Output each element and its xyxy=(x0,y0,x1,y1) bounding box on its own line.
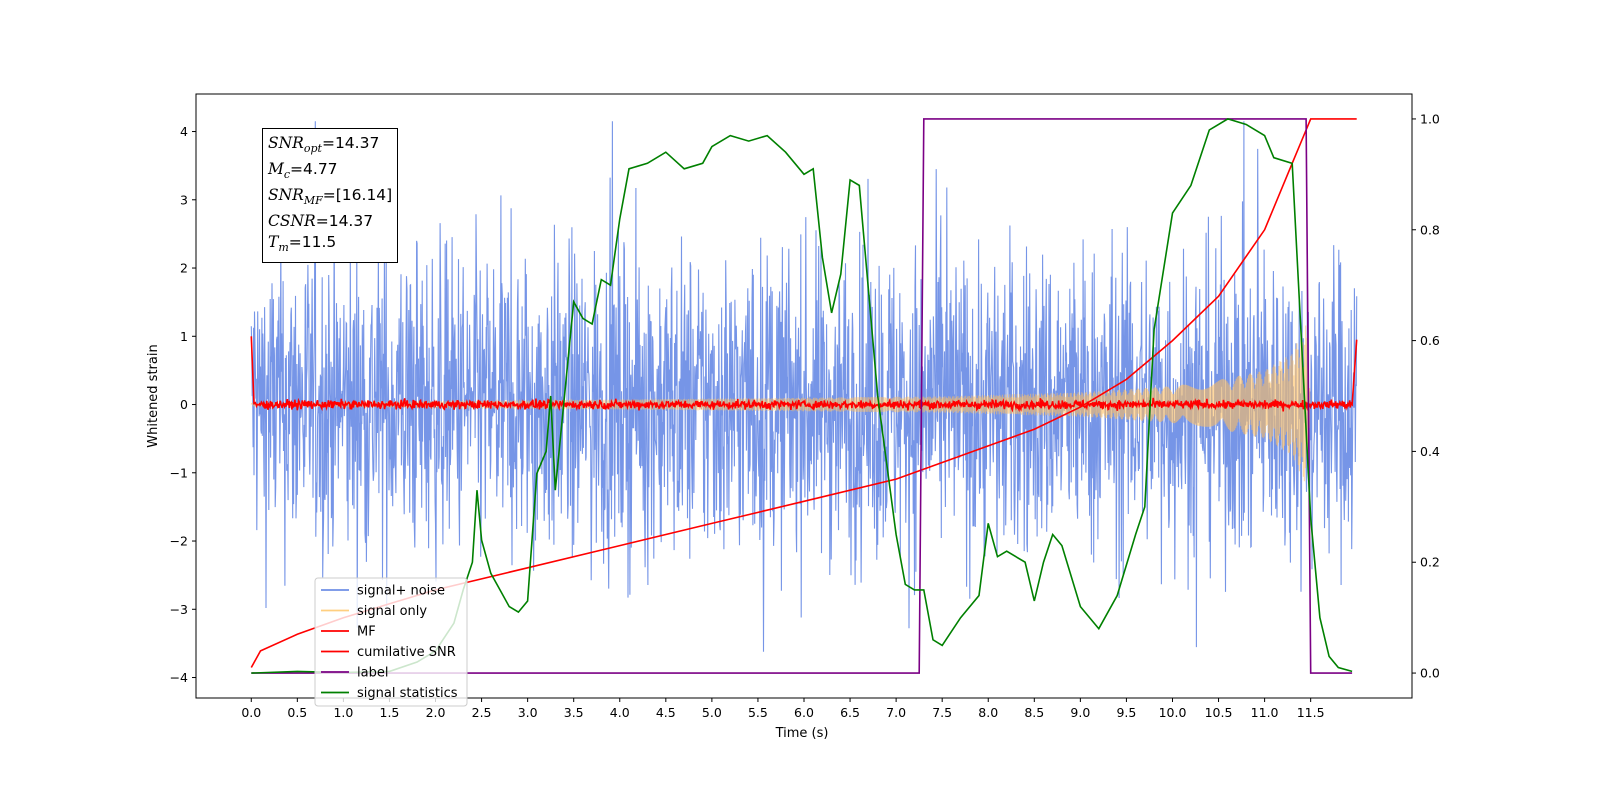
x-tick-label: 6.5 xyxy=(840,705,860,720)
x-tick-label: 5.0 xyxy=(702,705,722,720)
y2-tick-label: 0.0 xyxy=(1420,666,1440,681)
x-tick-label: 8.5 xyxy=(1024,705,1044,720)
snr-mf-line: SNRMF=[16.14] xyxy=(268,186,393,208)
stats-annotation-box: SNRopt=14.37 Mc=4.77 SNRMF=[16.14] CSNR=… xyxy=(262,128,399,264)
y2-tick-label: 0.6 xyxy=(1420,333,1440,348)
x-tick-label: 4.5 xyxy=(656,705,676,720)
x-tick-label: 9.5 xyxy=(1116,705,1136,720)
x-tick-label: 11.5 xyxy=(1297,705,1325,720)
x-tick-label: 3.5 xyxy=(564,705,584,720)
x-tick-label: 10.0 xyxy=(1159,705,1187,720)
csnr-line: CSNR=14.37 xyxy=(268,212,374,231)
legend-label: signal+ noise xyxy=(357,584,445,599)
y2-tick-label: 1.0 xyxy=(1420,111,1440,126)
mc-line: Mc=4.77 xyxy=(268,160,338,182)
legend-label: signal statistics xyxy=(357,686,458,701)
legend-label: cumilative SNR xyxy=(357,645,456,660)
y-tick-label: 3 xyxy=(180,192,188,207)
y2-tick-label: 0.8 xyxy=(1420,222,1440,237)
series-label xyxy=(251,118,1353,674)
x-tick-label: 0.5 xyxy=(287,705,307,720)
x-tick-label: 2.5 xyxy=(472,705,492,720)
y-axis-title: Whitened strain xyxy=(146,344,161,447)
y-tick-label: −3 xyxy=(170,602,188,617)
x-tick-label: 5.5 xyxy=(748,705,768,720)
series-mf xyxy=(250,336,1358,413)
x-tick-label: 6.0 xyxy=(794,705,814,720)
x-tick-label: 11.0 xyxy=(1251,705,1279,720)
x-axis-title: Time (s) xyxy=(775,726,829,741)
y-tick-label: 2 xyxy=(180,261,188,276)
y-tick-label: −4 xyxy=(170,670,188,685)
tm-line: Tm=11.5 xyxy=(268,233,337,255)
x-tick-label: 1.0 xyxy=(333,705,353,720)
x-tick-label: 8.0 xyxy=(978,705,998,720)
x-tick-label: 3.0 xyxy=(518,705,538,720)
x-tick-label: 2.0 xyxy=(426,705,446,720)
legend: signal+ noise signal only MF cumilative SNR… xyxy=(314,577,468,707)
legend-box xyxy=(314,577,468,707)
x-tick-label: 10.5 xyxy=(1205,705,1233,720)
ticks-layer: 0.0 0.5 1.0 1.5 2.0 2.5 3.0 3.5 4.0 4.5 5.0 5.5 6.0 6… xyxy=(170,111,1440,720)
x-tick-label: 1.5 xyxy=(380,705,400,720)
x-tick-label: 9.0 xyxy=(1070,705,1090,720)
snr-opt-line: SNRopt=14.37 xyxy=(268,134,380,156)
legend-label: MF xyxy=(357,625,376,640)
x-tick-label: 0.0 xyxy=(241,705,261,720)
y-tick-label: 0 xyxy=(180,397,188,412)
x-tick-label: 7.5 xyxy=(932,705,952,720)
y2-tick-label: 0.4 xyxy=(1420,444,1440,459)
series-signal-noise xyxy=(250,121,1358,652)
y-tick-label: 4 xyxy=(180,124,188,139)
legend-label: signal only xyxy=(357,604,427,619)
series-signal-statistics xyxy=(251,118,1353,674)
y-tick-label: −2 xyxy=(170,534,188,549)
y-tick-label: −1 xyxy=(170,465,188,480)
y-tick-label: 1 xyxy=(180,329,188,344)
legend-label: label xyxy=(357,666,388,681)
x-tick-label: 4.0 xyxy=(610,705,630,720)
x-tick-label: 7.0 xyxy=(886,705,906,720)
y2-tick-label: 0.2 xyxy=(1420,555,1440,570)
